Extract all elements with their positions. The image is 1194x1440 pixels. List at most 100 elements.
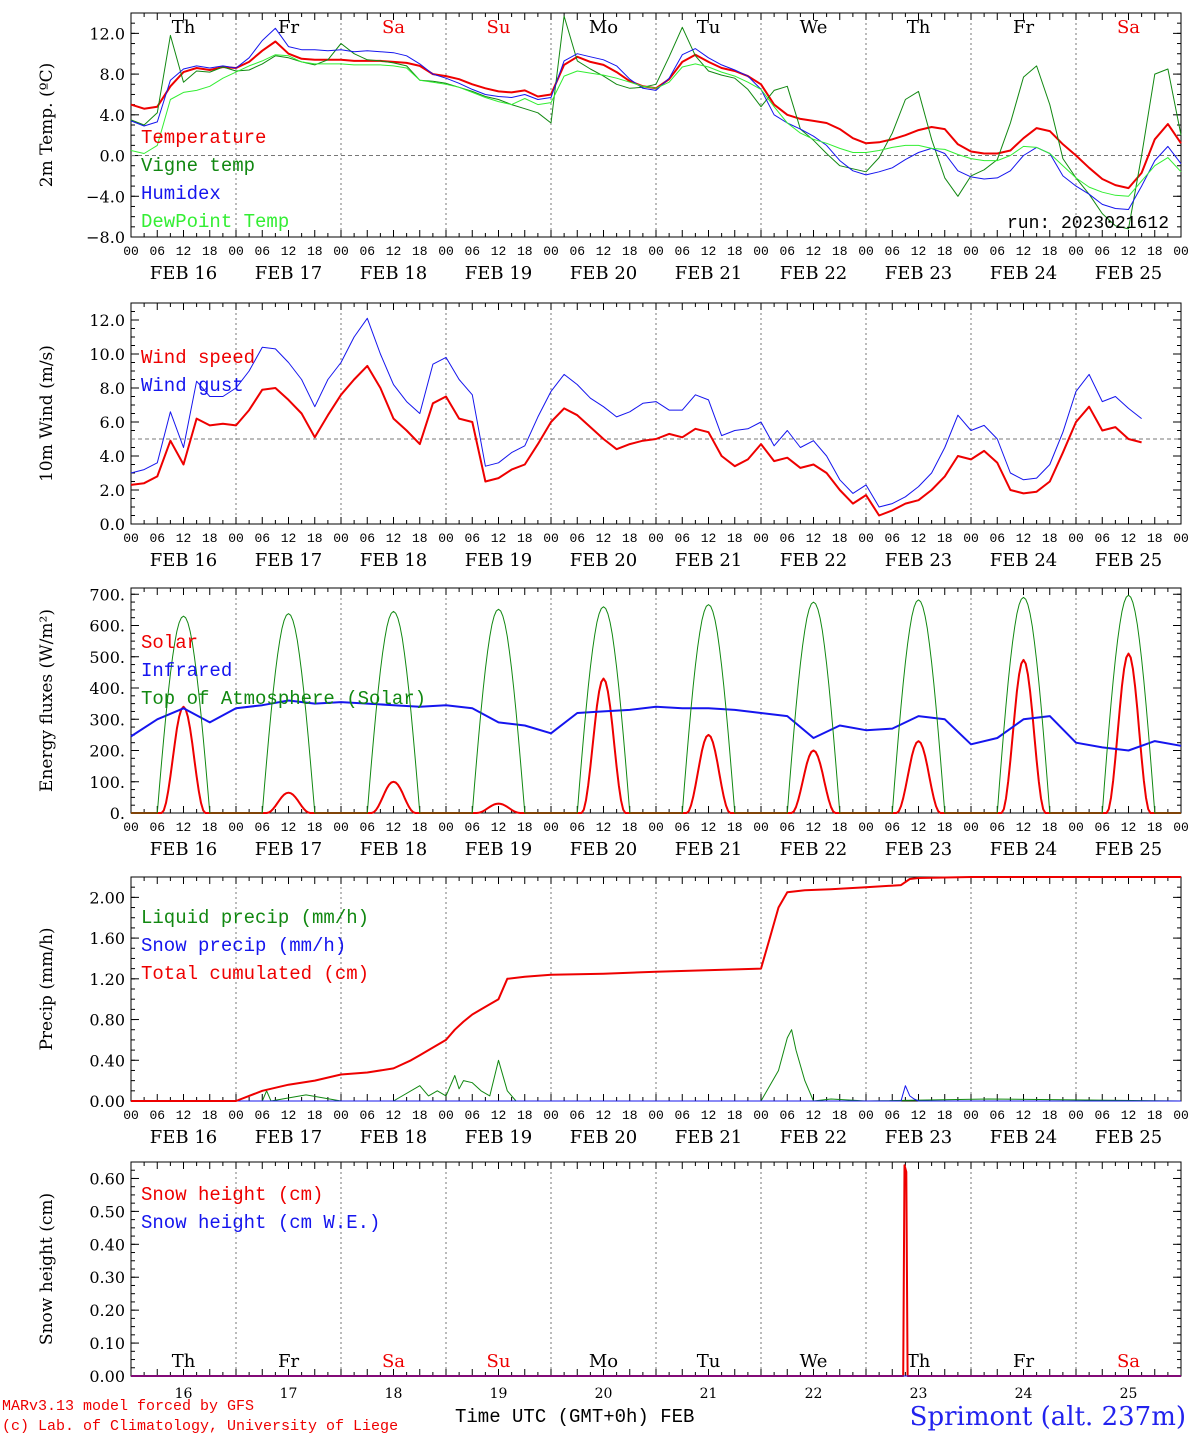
series-top-of-atmosphere-solar xyxy=(971,596,1076,814)
y-tick-label: 6.0 xyxy=(100,413,125,432)
y-tick-label: 0. xyxy=(110,804,125,823)
date-label: FEB 20 xyxy=(570,1127,637,1148)
x-axis-title: Time UTC (GMT+0h) FEB xyxy=(455,1406,694,1428)
hour-label: 00 xyxy=(333,1108,349,1123)
date-number: 21 xyxy=(700,1386,718,1402)
y-axis-label: Precip (mm/h) xyxy=(37,927,57,1050)
hour-label: 18 xyxy=(202,244,218,259)
hour-label: 00 xyxy=(1068,244,1084,259)
day-name: Tu xyxy=(697,17,721,38)
hour-label: 06 xyxy=(569,1108,585,1123)
day-name: Fr xyxy=(1013,17,1034,38)
hour-label: 06 xyxy=(464,1108,480,1123)
legend-snow-precip-mm-h-: Snow precip (mm/h) xyxy=(141,935,346,957)
day-name: Th xyxy=(907,1351,931,1372)
hour-label: 06 xyxy=(569,820,585,835)
y-tick-label: 0.0 xyxy=(100,515,125,534)
hour-label: 18 xyxy=(832,1108,848,1123)
hour-label: 12 xyxy=(386,820,402,835)
date-label: FEB 18 xyxy=(360,550,427,571)
hour-label: 00 xyxy=(438,531,454,546)
hour-label: 12 xyxy=(596,820,612,835)
hour-label: 12 xyxy=(1121,531,1137,546)
hour-label: 00 xyxy=(1173,1108,1189,1123)
series-top-of-atmosphere-solar xyxy=(236,613,341,814)
hour-label: 00 xyxy=(543,531,559,546)
day-name: Th xyxy=(907,17,931,38)
date-label: FEB 20 xyxy=(570,263,637,284)
hour-label: 12 xyxy=(806,531,822,546)
hour-label: 12 xyxy=(701,820,717,835)
hour-label: 18 xyxy=(1042,820,1058,835)
y-tick-label: 0.10 xyxy=(89,1334,125,1353)
hour-label: 06 xyxy=(989,1108,1005,1123)
series-solar xyxy=(551,677,656,814)
hour-label: 06 xyxy=(569,531,585,546)
date-label: FEB 23 xyxy=(885,263,952,284)
day-name: Sa xyxy=(1117,1351,1140,1372)
hour-label: 12 xyxy=(701,1108,717,1123)
hour-label: 06 xyxy=(1094,244,1110,259)
series-wind-gust xyxy=(130,317,1142,508)
day-name: Mo xyxy=(589,17,618,38)
hour-label: 00 xyxy=(648,1108,664,1123)
hour-label: 06 xyxy=(884,531,900,546)
date-label: FEB 16 xyxy=(150,263,217,284)
hour-label: 00 xyxy=(333,531,349,546)
hour-label: 00 xyxy=(753,1108,769,1123)
hour-label: 00 xyxy=(858,244,874,259)
hour-label: 18 xyxy=(622,1108,638,1123)
legend-snow-height-cm-: Snow height (cm) xyxy=(141,1184,323,1206)
date-label: FEB 19 xyxy=(465,550,532,571)
legend-liquid-precip-mm-h-: Liquid precip (mm/h) xyxy=(141,907,369,929)
date-label: FEB 17 xyxy=(255,1127,322,1148)
y-tick-label: 0.60 xyxy=(89,1169,125,1188)
date-label: FEB 25 xyxy=(1095,839,1162,860)
y-tick-label: 2.0 xyxy=(100,481,125,500)
hour-label: 12 xyxy=(281,1108,297,1123)
hour-label: 12 xyxy=(1121,820,1137,835)
hour-label: 06 xyxy=(674,244,690,259)
series-solar xyxy=(971,658,1076,814)
date-label: FEB 19 xyxy=(465,263,532,284)
day-name: Sa xyxy=(1117,17,1140,38)
legend-total-cumulated-cm-: Total cumulated (cm) xyxy=(141,963,369,985)
series-wind-speed xyxy=(130,364,1142,517)
day-name: We xyxy=(800,17,828,38)
hour-label: 12 xyxy=(596,531,612,546)
series-top-of-atmosphere-solar xyxy=(761,601,866,814)
hour-label: 18 xyxy=(727,531,743,546)
hour-label: 00 xyxy=(123,820,139,835)
y-tick-label: 12.0 xyxy=(89,311,125,330)
hour-label: 00 xyxy=(1068,1108,1084,1123)
station-name: Sprimont (alt. 237m) xyxy=(909,1402,1186,1432)
hour-label: 12 xyxy=(281,531,297,546)
day-name: Mo xyxy=(589,1351,618,1372)
run-annotation: run: 2023021612 xyxy=(1007,214,1169,234)
hour-label: 06 xyxy=(884,820,900,835)
hour-label: 00 xyxy=(123,244,139,259)
hour-label: 00 xyxy=(753,531,769,546)
legend-infrared: Infrared xyxy=(141,660,232,682)
hour-label: 12 xyxy=(281,244,297,259)
y-tick-label: 0.0 xyxy=(100,147,125,166)
y-tick-label: 4.0 xyxy=(100,106,125,125)
date-label: FEB 20 xyxy=(570,839,637,860)
y-tick-label: 1.60 xyxy=(89,929,125,948)
series-top-of-atmosphere-solar xyxy=(446,608,551,814)
y-tick-label: 8.0 xyxy=(100,379,125,398)
series-top-of-atmosphere-solar xyxy=(131,615,236,814)
hour-label: 00 xyxy=(228,244,244,259)
hour-label: 06 xyxy=(254,1108,270,1123)
hour-label: 12 xyxy=(596,1108,612,1123)
hour-label: 18 xyxy=(622,531,638,546)
date-label: FEB 19 xyxy=(465,839,532,860)
date-label: FEB 24 xyxy=(990,550,1057,571)
hour-label: 06 xyxy=(779,531,795,546)
hour-label: 00 xyxy=(963,244,979,259)
date-number: 19 xyxy=(490,1386,508,1402)
hour-label: 18 xyxy=(202,1108,218,1123)
legend-solar: Solar xyxy=(141,632,198,654)
hour-label: 06 xyxy=(779,820,795,835)
